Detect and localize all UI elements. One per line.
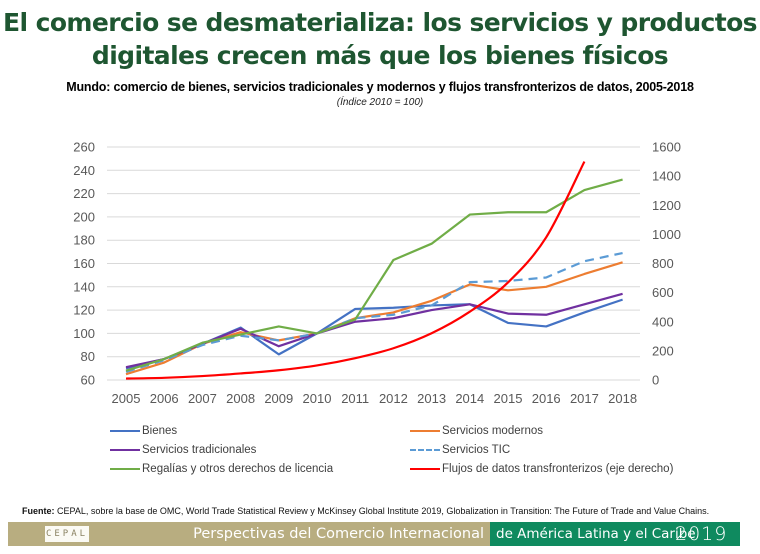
footer-region-text: de América Latina y el Caribe — [496, 526, 696, 542]
x-axis-tick-label: 2018 — [608, 391, 637, 406]
legend-label: Servicios TIC — [442, 444, 511, 456]
left-axis-tick-label: 220 — [73, 186, 95, 201]
footer-banner: CEPAL Perspectivas del Comercio Internac… — [8, 522, 740, 546]
x-axis-tick-label: 2017 — [570, 391, 599, 406]
x-axis-tick-label: 2015 — [494, 391, 523, 406]
left-axis-tick-label: 240 — [73, 163, 95, 178]
right-axis-tick-label: 600 — [652, 285, 674, 300]
x-axis-tick-label: 2012 — [379, 391, 408, 406]
left-axis-tick-label: 120 — [73, 303, 95, 318]
chart-subtitle: (Índice 2010 = 100) — [336, 97, 424, 108]
source-note: Fuente: CEPAL, sobre la base de OMC, Wor… — [22, 506, 709, 516]
title-line-2: digitales crecen más que los bienes físi… — [91, 41, 669, 70]
x-axis-tick-label: 2011 — [341, 391, 369, 406]
x-axis-ticks: 2005 2006 2007 2008 2009 2010 2011 2012 2013 2014… — [112, 391, 638, 406]
series-line-flujos-de-datos-transfronterizos-eje-derecho — [125, 161, 586, 380]
left-axis-tick-label: 200 — [73, 209, 95, 224]
legend-label: Servicios tradicionales — [142, 444, 257, 456]
gridlines — [107, 146, 640, 381]
x-axis-tick-label: 2007 — [188, 391, 217, 406]
legend-swatch — [110, 449, 140, 451]
legend-swatch — [110, 468, 140, 470]
right-axis-ticks: 0 200 400 600 800 1000 1200 1400 1600 — [652, 140, 681, 388]
series-line-servicios-modernos — [125, 261, 623, 376]
left-axis-tick-label: 260 — [73, 140, 95, 155]
series-line-servicios-tradicionales — [125, 292, 623, 369]
x-axis-tick-label: 2014 — [455, 391, 484, 406]
series-lines — [125, 161, 623, 380]
legend-swatch — [410, 430, 440, 432]
footer-year: 2019 — [675, 523, 728, 545]
legend-swatch — [110, 430, 140, 432]
title-line-1: El comercio se desmaterializa: los servi… — [3, 8, 758, 37]
left-axis-tick-label: 80 — [81, 349, 95, 364]
source-label: Fuente: — [22, 506, 55, 516]
legend-item: Bienes — [110, 422, 177, 440]
chart-title: Mundo: comercio de bienes, servicios tra… — [66, 80, 694, 94]
left-axis-tick-label: 180 — [73, 233, 95, 248]
right-axis-tick-label: 1600 — [652, 140, 681, 155]
left-axis-tick-label: 140 — [73, 279, 95, 294]
left-axis-tick-label: 160 — [73, 256, 95, 271]
x-axis-tick-label: 2016 — [532, 391, 561, 406]
legend-item: Servicios tradicionales — [110, 441, 256, 459]
legend-label: Flujos de datos transfronterizos (eje de… — [442, 463, 674, 475]
right-axis-tick-label: 0 — [652, 373, 659, 388]
left-axis-ticks: 60 80 100 120 140 160 180 200 220 240 260 — [73, 140, 95, 388]
series-line-servicios-tic — [125, 251, 623, 373]
right-axis-tick-label: 800 — [652, 256, 674, 271]
x-axis-tick-label: 2013 — [417, 391, 446, 406]
legend-swatch — [410, 449, 440, 451]
legend-label: Servicios modernos — [442, 425, 543, 437]
legend-label: Regalías y otros derechos de licencia — [142, 463, 334, 475]
footer-region-block: de América Latina y el Caribe 2019 — [490, 522, 740, 546]
footer-publication-title: Perspectivas del Comercio Internacional — [193, 526, 484, 542]
x-axis-tick-label: 2009 — [264, 391, 293, 406]
legend-item: Servicios modernos — [410, 422, 543, 440]
source-text: CEPAL, sobre la base de OMC, World Trade… — [54, 506, 710, 516]
right-axis-tick-label: 1400 — [652, 169, 681, 184]
series-line-regalias-y-otros-derechos-de-licencia — [125, 178, 623, 372]
left-axis-tick-label: 60 — [81, 373, 95, 388]
page-title: El comercio se desmaterializa: los servi… — [0, 6, 760, 72]
x-axis-tick-label: 2005 — [112, 391, 141, 406]
line-chart: 60 80 100 120 140 160 180 200 220 240 260 0 200 400 6… — [73, 140, 681, 407]
x-axis-tick-label: 2006 — [150, 391, 179, 406]
right-axis-tick-label: 400 — [652, 314, 674, 329]
legend-swatch — [410, 468, 440, 470]
right-axis-tick-label: 1000 — [652, 227, 681, 242]
x-axis-tick-label: 2010 — [303, 391, 332, 406]
chart-legend: Bienes Servicios modernos Servicios tradic… — [110, 422, 690, 482]
right-axis-tick-label: 1200 — [652, 198, 681, 213]
right-axis-tick-label: 200 — [652, 343, 674, 358]
legend-item: Flujos de datos transfronterizos (eje de… — [410, 460, 673, 478]
legend-item: Regalías y otros derechos de licencia — [110, 460, 333, 478]
cepal-logo: CEPAL — [45, 526, 89, 542]
x-axis-tick-label: 2008 — [226, 391, 255, 406]
legend-label: Bienes — [142, 425, 178, 437]
left-axis-tick-label: 100 — [73, 326, 95, 341]
legend-item: Servicios TIC — [410, 441, 510, 459]
